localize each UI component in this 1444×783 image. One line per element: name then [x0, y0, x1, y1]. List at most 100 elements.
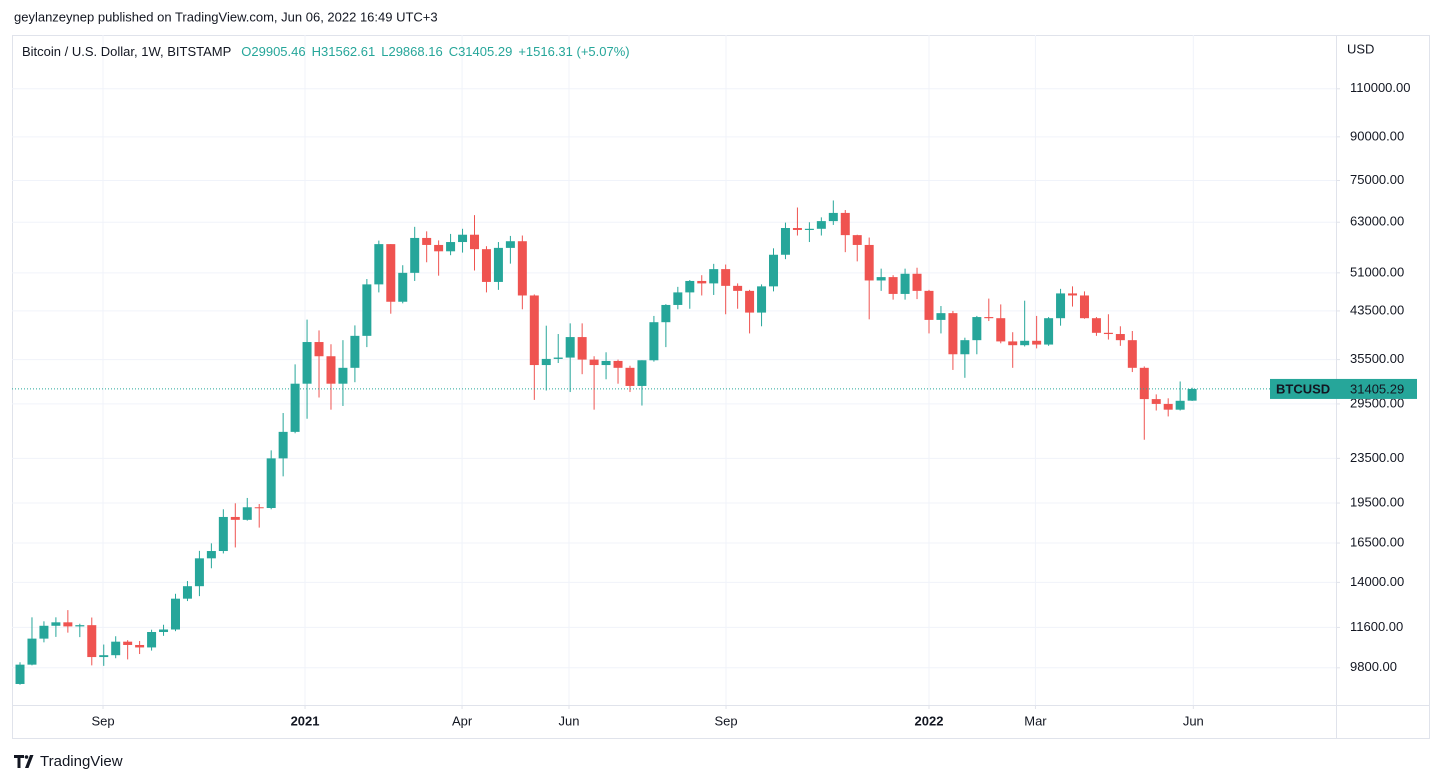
candle-body: [1175, 400, 1185, 410]
candle-body: [685, 280, 695, 293]
candle-body: [27, 638, 37, 665]
candle-body: [314, 342, 324, 357]
candle-body: [51, 622, 61, 626]
y-tick-label: 51000.00: [1350, 264, 1404, 279]
candle-body: [446, 242, 456, 252]
candle-body: [39, 625, 49, 639]
candle-body: [170, 598, 180, 630]
candle-body: [87, 625, 97, 658]
candle-body: [1163, 403, 1173, 410]
candle-body: [996, 318, 1006, 342]
candle-body: [99, 655, 109, 658]
candle-body: [505, 241, 515, 248]
candle-body: [697, 280, 707, 284]
grid: [12, 35, 1336, 705]
candle-body: [517, 241, 527, 296]
legend-value: O29905.46: [241, 44, 305, 59]
candle-body: [816, 221, 826, 229]
candle-body: [254, 507, 264, 509]
candle-body: [386, 244, 396, 302]
legend-value: C31405.29: [449, 44, 513, 59]
candle-body: [242, 507, 252, 520]
candle-body: [362, 284, 372, 336]
candle-body: [410, 237, 420, 273]
brand-name: TradingView: [40, 753, 123, 770]
candle-body: [613, 360, 623, 368]
candle-body: [398, 272, 408, 302]
candle-body: [960, 340, 970, 355]
candle-body: [278, 431, 288, 459]
y-tick-label: 35500.00: [1350, 351, 1404, 366]
candle-body: [828, 212, 838, 222]
candle-body: [1103, 332, 1113, 335]
y-tick-label: 29500.00: [1350, 395, 1404, 410]
candle-body: [1127, 340, 1137, 368]
candle-body: [182, 586, 192, 599]
candle-body: [948, 313, 958, 355]
y-tick-label: 16500.00: [1350, 534, 1404, 549]
candle-body: [888, 277, 898, 294]
candle-body: [218, 516, 228, 552]
x-tick-label: 2021: [291, 713, 320, 728]
y-tick-label: 11600.00: [1350, 619, 1403, 634]
candle-body: [470, 234, 480, 250]
candle-body: [326, 356, 336, 384]
legend-value: +1516.31 (+5.07%): [518, 44, 629, 59]
y-tick-label: 90000.00: [1350, 128, 1404, 143]
candle-body: [1056, 293, 1066, 319]
y-tick-label: 14000.00: [1350, 574, 1404, 589]
chart-frame: [12, 35, 1430, 739]
y-tick-label: 23500.00: [1350, 450, 1404, 465]
publish-info: geylanzeynep published on TradingView.co…: [14, 9, 438, 24]
candle-body: [912, 273, 922, 291]
candle-body: [577, 337, 587, 360]
y-tick-label: 110000.00: [1350, 80, 1411, 95]
candle-body: [1187, 388, 1197, 401]
x-tick-label: Mar: [1024, 713, 1047, 728]
symbol-title: Bitcoin / U.S. Dollar, 1W, BITSTAMP: [22, 44, 231, 59]
y-axis-label: USD: [1347, 41, 1374, 56]
candle-body: [374, 244, 384, 285]
candles: [15, 200, 1197, 685]
x-tick-label: Sep: [714, 713, 737, 728]
candle-body: [529, 295, 539, 366]
candle-body: [780, 228, 790, 255]
legend-value: H31562.61: [312, 44, 376, 59]
candle-body: [792, 228, 802, 230]
y-tick-label: 43500.00: [1350, 302, 1404, 317]
candle-body: [63, 622, 73, 627]
chart-legend: Bitcoin / U.S. Dollar, 1W, BITSTAMP O2990…: [22, 44, 630, 59]
candle-body: [553, 357, 563, 359]
candle-body: [481, 249, 491, 282]
candle-body: [15, 664, 25, 684]
candle-body: [769, 254, 779, 287]
candle-body: [984, 317, 994, 319]
x-tick-label: Jun: [559, 713, 580, 728]
candle-body: [637, 360, 647, 386]
last-price-symbol: BTCUSD: [1276, 381, 1330, 396]
candle-body: [1115, 334, 1125, 341]
candle-body: [338, 367, 348, 384]
candle-body: [625, 367, 635, 386]
candle-body: [757, 286, 767, 313]
candle-body: [194, 558, 204, 587]
candle-body: [709, 269, 719, 284]
candle-body: [458, 234, 468, 243]
candle-body: [864, 244, 874, 281]
candle-body: [745, 290, 755, 313]
candle-body: [1151, 399, 1161, 404]
candle-body: [1139, 367, 1149, 400]
y-tick-label: 9800.00: [1350, 659, 1397, 674]
candle-body: [852, 235, 862, 245]
x-tick-label: Sep: [91, 713, 114, 728]
y-tick-label: 63000.00: [1350, 214, 1404, 229]
candle-body: [1091, 318, 1101, 333]
candle-body: [302, 342, 312, 384]
candle-body: [1079, 295, 1089, 319]
candle-body: [804, 228, 814, 230]
candle-body: [541, 358, 551, 366]
candle-body: [123, 641, 133, 645]
last-price-badge: [1270, 378, 1417, 399]
candle-body: [266, 458, 276, 509]
